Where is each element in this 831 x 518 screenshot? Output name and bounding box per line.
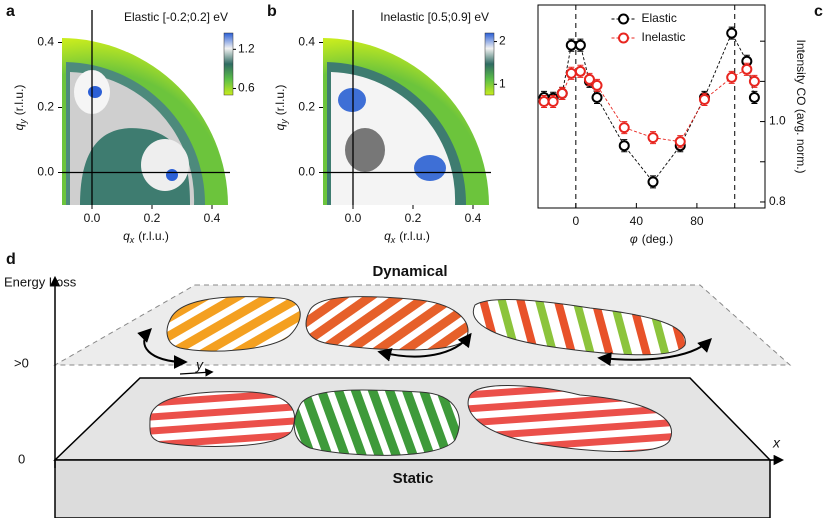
axis-label: φ (deg.) [630, 232, 673, 246]
diagram: d Energy Loss >0 0 x y Dynamical Static [4, 251, 792, 518]
legend-label: Inelastic [642, 30, 686, 44]
chart-title: Elastic [-0.2;0.2] eV [124, 10, 228, 24]
series-line [544, 68, 755, 143]
x-tick-label: 0 [572, 214, 579, 228]
axis-unit: (r.l.u.) [138, 229, 169, 243]
y-tick-label: 0.4 [37, 35, 54, 49]
x-tick-label: 0.2 [144, 211, 161, 225]
axis-symbol: q [12, 123, 26, 130]
colorbar-tick-label: 1.2 [238, 41, 255, 55]
axis-symbol: q [123, 229, 130, 243]
data-point [698, 93, 710, 105]
axis-label: y [195, 357, 204, 373]
panel-label: a [6, 3, 15, 20]
x-tick-label: 0.2 [405, 211, 422, 225]
panel-label: c [814, 3, 823, 20]
data-point [565, 39, 577, 51]
axis-label: x [772, 435, 781, 451]
axis-symbol: q [384, 229, 391, 243]
y-tick-label: 0.4 [298, 35, 315, 49]
panel-label: b [267, 3, 277, 20]
x-tick-label: 80 [690, 214, 704, 228]
data-point [547, 95, 559, 107]
legend-label: Elastic [642, 11, 677, 25]
colorbar [223, 32, 234, 96]
data-point [674, 136, 686, 148]
data-point [647, 176, 659, 188]
data-point [583, 73, 595, 85]
y-tick-label: 0.2 [37, 100, 54, 114]
plane-label: Static [393, 470, 434, 487]
x-tick-label: 0.4 [204, 211, 221, 225]
legend-marker [618, 13, 629, 25]
axis-label: qx (r.l.u.) [123, 229, 169, 245]
axis-label: Intensity CO (avg. norm.) [794, 39, 808, 173]
axis-symbol: φ [630, 232, 638, 246]
data-point [591, 91, 603, 103]
axis-unit: (deg.) [642, 232, 673, 246]
data-point [574, 65, 586, 77]
axis-unit: (r.l.u.) [273, 85, 287, 116]
chart-title: Inelastic [0.5;0.9] eV [380, 10, 489, 24]
legend-marker [618, 32, 629, 44]
colorbar-tick-label: 0.6 [238, 81, 255, 95]
plot-frame [537, 4, 766, 209]
x-tick-label: 0.4 [465, 211, 482, 225]
plane-label: Dynamical [372, 263, 447, 280]
data-point [618, 122, 630, 134]
data-point [748, 91, 760, 103]
colorbar-tick-label: 2 [499, 34, 506, 48]
x-tick-label: 40 [630, 214, 644, 228]
axis-symbol: q [273, 123, 287, 130]
series-line [544, 32, 755, 183]
data-point [726, 27, 738, 39]
axis-label: Energy Loss [4, 274, 77, 289]
level-label: >0 [14, 355, 29, 370]
data-point [538, 95, 550, 107]
axis-subscript: y [279, 119, 289, 125]
data-point [748, 75, 760, 87]
data-point [556, 87, 568, 99]
data-point [741, 63, 753, 75]
axis-subscript: x [390, 235, 396, 245]
axis-subscript: x [129, 235, 135, 245]
y-tick-label: 1.0 [769, 114, 786, 128]
axis-label: qx (r.l.u.) [384, 229, 430, 245]
x-tick-label: 0.0 [345, 211, 362, 225]
axis-unit: (r.l.u.) [399, 229, 430, 243]
data-point [591, 79, 603, 91]
panel-label: d [6, 251, 16, 268]
axis-subscript: y [18, 119, 28, 125]
y-tick-label: 0.0 [298, 165, 315, 179]
y-tick-label: 0.0 [37, 165, 54, 179]
axis-label: qy (r.l.u.) [273, 85, 289, 131]
level-label: 0 [18, 451, 25, 466]
data-point [565, 67, 577, 79]
x-tick-label: 0.0 [84, 211, 101, 225]
heatmap-image [323, 38, 489, 205]
y-tick-label: 0.8 [769, 194, 786, 208]
y-tick-label: 0.2 [298, 100, 315, 114]
colorbar-tick-label: 1 [499, 76, 506, 90]
data-point [726, 71, 738, 83]
data-point [618, 140, 630, 152]
data-point [647, 132, 659, 144]
data-point [574, 39, 586, 51]
heatmap-image [62, 38, 228, 205]
axis-unit: (r.l.u.) [12, 85, 26, 116]
colorbar [484, 32, 495, 96]
axis-label: qy (r.l.u.) [12, 85, 28, 131]
